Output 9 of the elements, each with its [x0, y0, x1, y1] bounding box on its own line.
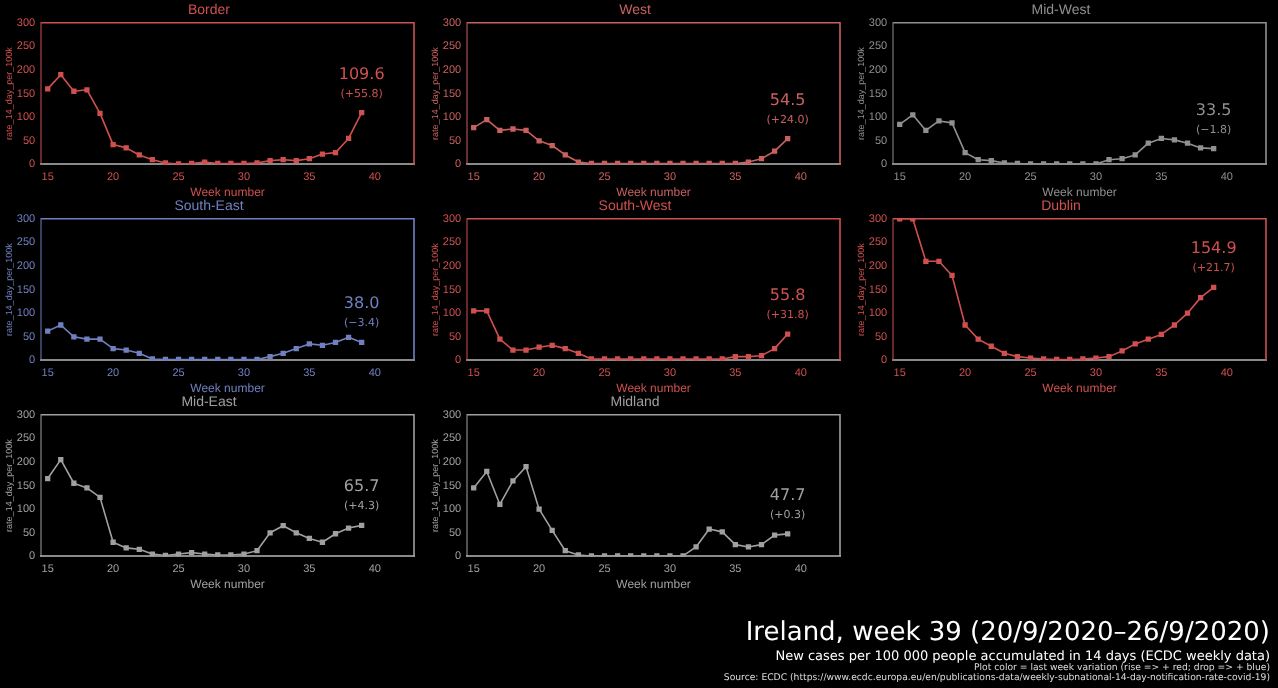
annotation: 47.7 [769, 485, 806, 504]
annotation: 33.5 [1195, 100, 1232, 119]
annotation: 55.8 [769, 286, 806, 305]
annotation: 54.5 [769, 90, 806, 109]
annotation: 65.7 [343, 477, 380, 496]
text: Ireland, week 39 (20/9/2020–26/9/2020) [743, 618, 1270, 648]
annotation: 154.9 [1190, 239, 1237, 258]
annotation: 109.6 [338, 64, 385, 83]
annotation: 38.0 [343, 294, 380, 313]
